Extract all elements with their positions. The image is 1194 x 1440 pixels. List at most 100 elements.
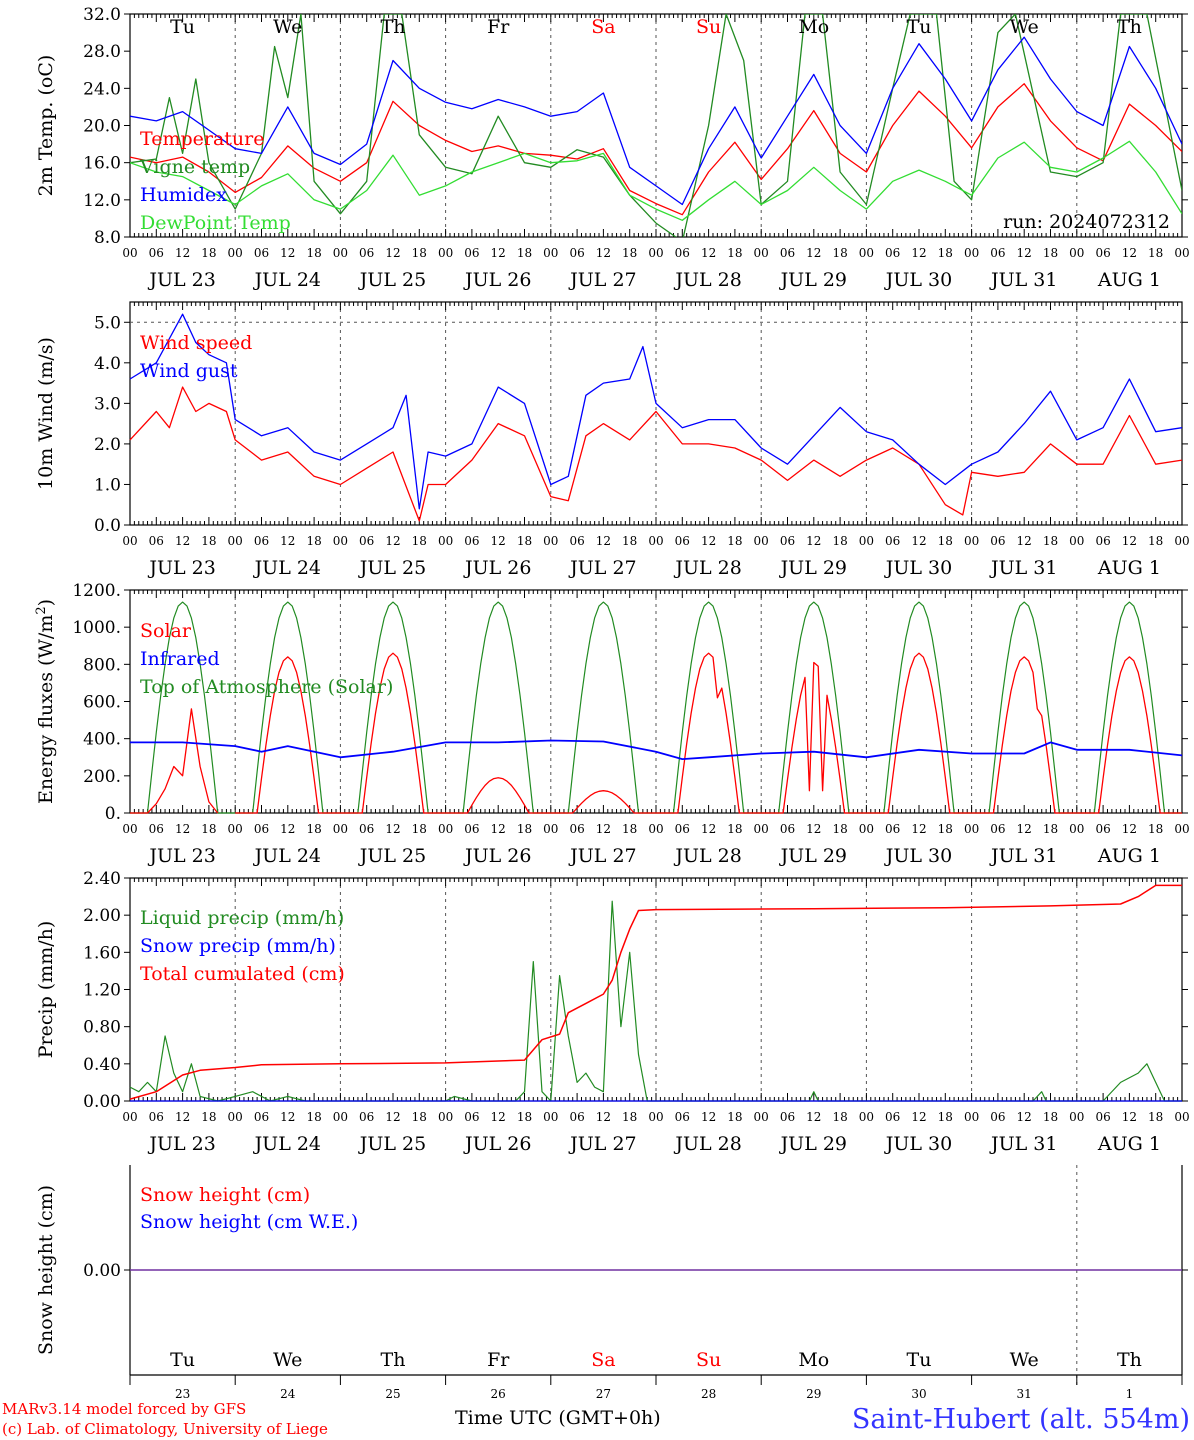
hour-tick-label: 06 <box>885 246 900 260</box>
snow-panel: 0.00 Snow height (cm) Snow height (cm W.E.… <box>35 1165 1188 1401</box>
day-number-label: 1 <box>1126 1387 1134 1401</box>
hour-tick-label: 06 <box>990 822 1005 836</box>
date-label: AUG 1 <box>1097 845 1161 867</box>
hour-tick-label: 12 <box>1017 534 1032 548</box>
weekday-label: Sa <box>591 1349 615 1371</box>
legend-entry: DewPoint Temp <box>140 212 291 234</box>
hour-tick-label: 06 <box>359 1110 374 1124</box>
weekday-label: Fr <box>487 16 510 38</box>
legend-entry: Infrared <box>140 648 220 670</box>
weekday-label: Tu <box>170 16 195 38</box>
date-label: JUL 28 <box>673 845 741 867</box>
hour-tick-label: 18 <box>1148 822 1163 836</box>
hour-tick-label: 00 <box>1174 246 1189 260</box>
date-label: JUL 31 <box>989 557 1057 579</box>
hour-tick-label: 06 <box>149 822 164 836</box>
hour-tick-label: 18 <box>1148 534 1163 548</box>
date-label: JUL 29 <box>779 1133 847 1155</box>
weekday-label: Th <box>1117 1349 1142 1371</box>
hour-tick-label: 18 <box>622 246 637 260</box>
date-label: JUL 26 <box>463 269 531 291</box>
hour-tick-label: 18 <box>727 246 742 260</box>
date-label: JUL 23 <box>147 269 215 291</box>
legend-entry: Humidex <box>140 184 227 206</box>
hour-tick-label: 00 <box>964 246 979 260</box>
hour-tick-label: 18 <box>727 1110 742 1124</box>
weekday-label: Mo <box>798 1349 829 1371</box>
date-label: JUL 30 <box>884 557 952 579</box>
hour-tick-label: 00 <box>228 534 243 548</box>
hour-tick-label: 00 <box>333 534 348 548</box>
hour-tick-label: 00 <box>964 822 979 836</box>
hour-tick-label: 06 <box>464 534 479 548</box>
hour-tick-label: 18 <box>1043 534 1058 548</box>
y-tick-label: 20.0 <box>83 117 121 137</box>
hour-tick-label: 00 <box>964 534 979 548</box>
y-tick-label: 12.0 <box>83 191 121 211</box>
day-number-label: 25 <box>385 1387 400 1401</box>
y-axis-label: 10m Wind (m/s) <box>35 337 57 490</box>
legend-entry: Vigne temp <box>139 156 250 178</box>
series-top-of-atmosphere <box>761 601 867 814</box>
hour-tick-label: 12 <box>280 822 295 836</box>
hour-tick-label: 18 <box>201 246 216 260</box>
hour-tick-label: 00 <box>438 1110 453 1124</box>
y-tick-label: 0.40 <box>83 1055 121 1075</box>
weekday-label: Tu <box>170 1349 195 1371</box>
weekday-label: Tu <box>907 16 932 38</box>
hour-tick-label: 18 <box>832 246 847 260</box>
weekday-label: We <box>273 1349 302 1371</box>
legend-entry: Wind gust <box>140 360 238 382</box>
hour-tick-label: 18 <box>727 534 742 548</box>
hour-tick-label: 00 <box>859 822 874 836</box>
model-credit: MARv3.14 model forced by GFS <box>2 1400 246 1418</box>
hour-tick-label: 06 <box>359 822 374 836</box>
hour-tick-label: 06 <box>569 246 584 260</box>
date-label: JUL 28 <box>673 1133 741 1155</box>
weekday-label: Fr <box>487 1349 510 1371</box>
y-tick-label: 1000. <box>72 618 121 638</box>
day-number-label: 27 <box>596 1387 611 1401</box>
energy-panel: 00 06 12 18 00 06 12 18 00 06 12 18 00 06 12 18 00 06 12 18… <box>34 581 1190 867</box>
legend-entry: Total cumulated (cm) <box>140 963 345 985</box>
y-tick-label: 2.00 <box>83 906 121 926</box>
legend-entry: Snow height (cm W.E.) <box>140 1211 358 1233</box>
series-wind-gust <box>129 313 1183 510</box>
series-top-of-atmosphere <box>445 601 551 814</box>
legend-entry: Liquid precip (mm/h) <box>140 907 344 929</box>
weekday-label: Su <box>696 1349 721 1371</box>
y-tick-label: 5.0 <box>94 313 121 333</box>
series-infrared <box>130 739 1183 760</box>
y-tick-label: 8.0 <box>94 228 121 248</box>
hour-tick-label: 06 <box>780 822 795 836</box>
hour-tick-label: 06 <box>990 534 1005 548</box>
hour-tick-label: 18 <box>306 246 321 260</box>
hour-tick-label: 12 <box>491 822 506 836</box>
hour-tick-label: 00 <box>1069 246 1084 260</box>
hour-tick-label: 12 <box>491 534 506 548</box>
y-tick-label: 1200. <box>72 581 121 601</box>
hour-tick-label: 12 <box>806 822 821 836</box>
y-tick-label: 24.0 <box>83 79 121 99</box>
hour-tick-label: 00 <box>859 246 874 260</box>
hour-tick-label: 06 <box>254 534 269 548</box>
hour-tick-label: 18 <box>938 822 953 836</box>
series-top-of-atmosphere <box>866 601 972 814</box>
hour-tick-label: 00 <box>1069 534 1084 548</box>
legend-entry: Top of Atmosphere (Solar) <box>140 676 393 698</box>
hour-tick-label: 00 <box>1174 534 1189 548</box>
hour-tick-label: 18 <box>1043 822 1058 836</box>
hour-tick-label: 18 <box>517 534 532 548</box>
run-label: run: 2024072312 <box>1003 211 1170 233</box>
hour-tick-label: 12 <box>280 534 295 548</box>
hour-tick-label: 12 <box>911 246 926 260</box>
hour-tick-label: 18 <box>306 822 321 836</box>
series-total-cumulated <box>129 884 1182 1100</box>
series-solar <box>550 790 656 814</box>
hour-tick-label: 00 <box>754 1110 769 1124</box>
hour-tick-label: 18 <box>201 1110 216 1124</box>
date-label: JUL 31 <box>989 269 1057 291</box>
hour-tick-label: 06 <box>359 534 374 548</box>
hour-tick-label: 12 <box>911 822 926 836</box>
y-tick-label: 200. <box>83 767 121 787</box>
